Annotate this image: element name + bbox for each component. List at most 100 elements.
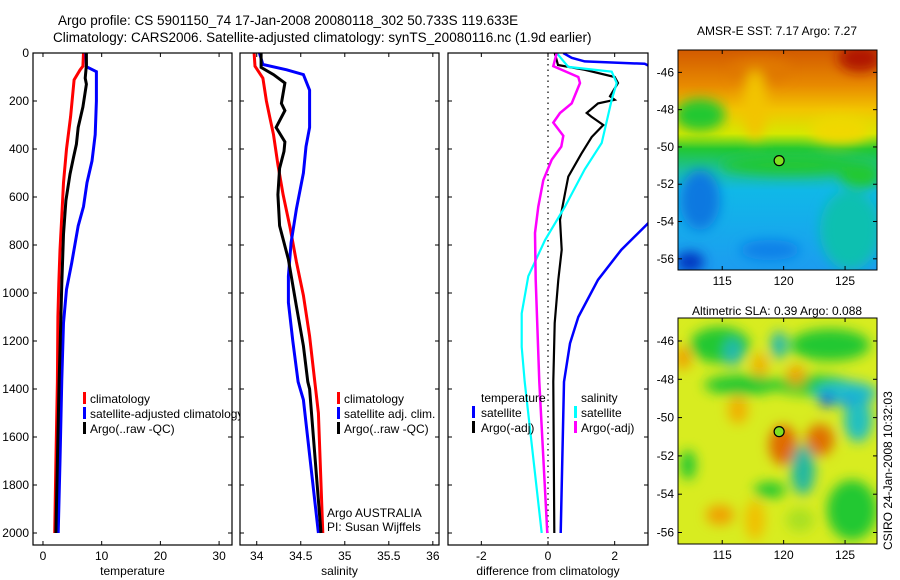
x-tick-label: 34.5 <box>289 549 313 563</box>
legend-header-salinity: salinity <box>581 391 618 405</box>
y-tick-label: 2000 <box>2 526 29 540</box>
map-y-tick-label: -50 <box>657 411 675 425</box>
axes-frame <box>32 52 233 546</box>
argo-float-marker <box>773 155 785 167</box>
series-line-salinity-satellite <box>520 53 618 534</box>
legend-label: Argo(-adj) <box>481 421 534 435</box>
legend-label: satellite <box>581 406 622 420</box>
sst-heatmap <box>678 50 877 270</box>
plot-area <box>448 53 648 545</box>
x-tick-label: 35 <box>338 549 352 563</box>
figure-title-line2: Climatology: CARS2006. Satellite-adjuste… <box>53 30 592 45</box>
y-tick-label: 1800 <box>2 478 29 492</box>
legend: temperature salinitysatelliteArgo(-adj)sa… <box>472 391 634 435</box>
series-line-climatology <box>252 53 325 534</box>
legend-swatch <box>83 407 86 419</box>
x-axis-label: difference from climatology <box>476 564 619 578</box>
sla-map: Altimetric SLA: 0.39 Argo: 0.088 <box>657 304 878 562</box>
pi-name-label: PI: Susan Wijffels <box>327 520 421 534</box>
map-x-tick-label: 120 <box>774 548 794 562</box>
x-tick-label: 0 <box>545 549 552 563</box>
legend-swatch <box>337 407 340 419</box>
series-line-satellite-adjusted-climatology <box>56 53 98 534</box>
sst-map: AMSR-E SST: 7.17 Argo: 7.27 115 120 125 -46… <box>657 24 878 288</box>
legend-label: satellite adj. clim. <box>344 407 435 421</box>
x-axis-label: temperature <box>100 564 165 578</box>
legend-swatch <box>574 421 577 433</box>
legend-label: Argo(-adj) <box>581 421 634 435</box>
figure-title-line1: Argo profile: CS 5901150_74 17-Jan-2008 … <box>58 13 518 28</box>
legend-header-temperature: temperature <box>481 391 546 405</box>
map-y-tick-label: -46 <box>657 334 675 348</box>
x-tick-label: -2 <box>476 549 487 563</box>
legend-swatch <box>574 406 577 418</box>
sst-map-frame <box>677 49 878 271</box>
profile-panels: 0 10 20 30020040060080010001200140016001800… <box>2 46 649 578</box>
series-lines <box>252 53 325 534</box>
series-line-satellite-adj-clim- <box>257 53 320 534</box>
legend-label: Argo(..raw -QC) <box>344 422 429 436</box>
sla-map-frame <box>677 317 878 545</box>
legend-swatch <box>83 422 86 434</box>
argo-float-marker <box>773 426 785 438</box>
map-y-tick-label: -54 <box>657 487 675 501</box>
y-tick-label: 0 <box>22 46 29 60</box>
float-owner-label: Argo AUSTRALIA <box>327 506 422 520</box>
map-y-tick-label: -56 <box>657 252 675 266</box>
sst-map-title: AMSR-E SST: 7.17 Argo: 7.27 <box>697 24 857 38</box>
series-lines <box>53 53 98 534</box>
series-lines <box>520 53 648 545</box>
series-line-argo-raw-qc- <box>54 53 88 534</box>
map-y-tick-label: -56 <box>657 526 675 540</box>
x-tick-label: 2 <box>611 549 618 563</box>
legend-swatch <box>83 392 86 404</box>
series-line-argo-raw-qc- <box>259 53 323 534</box>
map-y-tick-label: -52 <box>657 449 675 463</box>
x-axis-label: salinity <box>321 564 358 578</box>
y-tick-label: 1200 <box>2 334 29 348</box>
legend-label: climatology <box>90 392 150 406</box>
y-tick-label: 1600 <box>2 430 29 444</box>
y-tick-label: 400 <box>9 142 29 156</box>
map-y-tick-label: -48 <box>657 372 675 386</box>
y-tick-label: 1400 <box>2 382 29 396</box>
x-tick-label: 10 <box>95 549 109 563</box>
map-x-tick-label: 115 <box>713 274 732 288</box>
map-y-tick-label: -50 <box>657 140 675 154</box>
legend-swatch <box>337 392 340 404</box>
plot-area <box>240 53 439 545</box>
map-y-tick-label: -52 <box>657 177 675 191</box>
legend-swatch <box>472 421 475 433</box>
map-x-tick-label: 115 <box>713 548 732 562</box>
panel-salinity: 34 34.5 35 35.5 36 salinity climatologysatelli… <box>239 52 440 578</box>
map-x-tick-label: 125 <box>835 274 855 288</box>
legend-label: Argo(..raw -QC) <box>90 422 175 436</box>
x-tick-label: 30 <box>212 549 226 563</box>
credit-timestamp: CSIRO 24-Jan-2008 10:32:03 <box>881 391 895 550</box>
x-tick-label: 20 <box>154 549 168 563</box>
series-line-climatology <box>53 53 85 534</box>
series-line-temperature-satellite <box>559 53 648 534</box>
x-tick-label: 34 <box>250 549 264 563</box>
x-tick-label: 0 <box>40 549 47 563</box>
legend-label: satellite <box>481 406 522 420</box>
map-y-tick-label: -54 <box>657 215 675 229</box>
legend-label: climatology <box>344 392 404 406</box>
axes-frame <box>239 52 440 546</box>
map-x-tick-label: 120 <box>774 274 794 288</box>
y-tick-label: 600 <box>9 190 29 204</box>
map-y-tick-label: -46 <box>657 65 675 79</box>
series-line-salinity-argo-adj- <box>533 53 582 534</box>
y-tick-label: 200 <box>9 94 29 108</box>
legend-label: satellite-adjusted climatology <box>90 407 243 421</box>
map-y-tick-label: -48 <box>657 103 675 117</box>
map-x-tick-label: 125 <box>835 548 855 562</box>
x-tick-label: 36 <box>426 549 440 563</box>
x-tick-label: 35.5 <box>377 549 401 563</box>
legend-swatch <box>472 406 475 418</box>
legend-swatch <box>337 422 340 434</box>
y-tick-label: 800 <box>9 238 29 252</box>
panel-temperature: 0 10 20 30 0 200 400 600 800 1000 1200 1400 1600 1800… <box>2 46 243 578</box>
